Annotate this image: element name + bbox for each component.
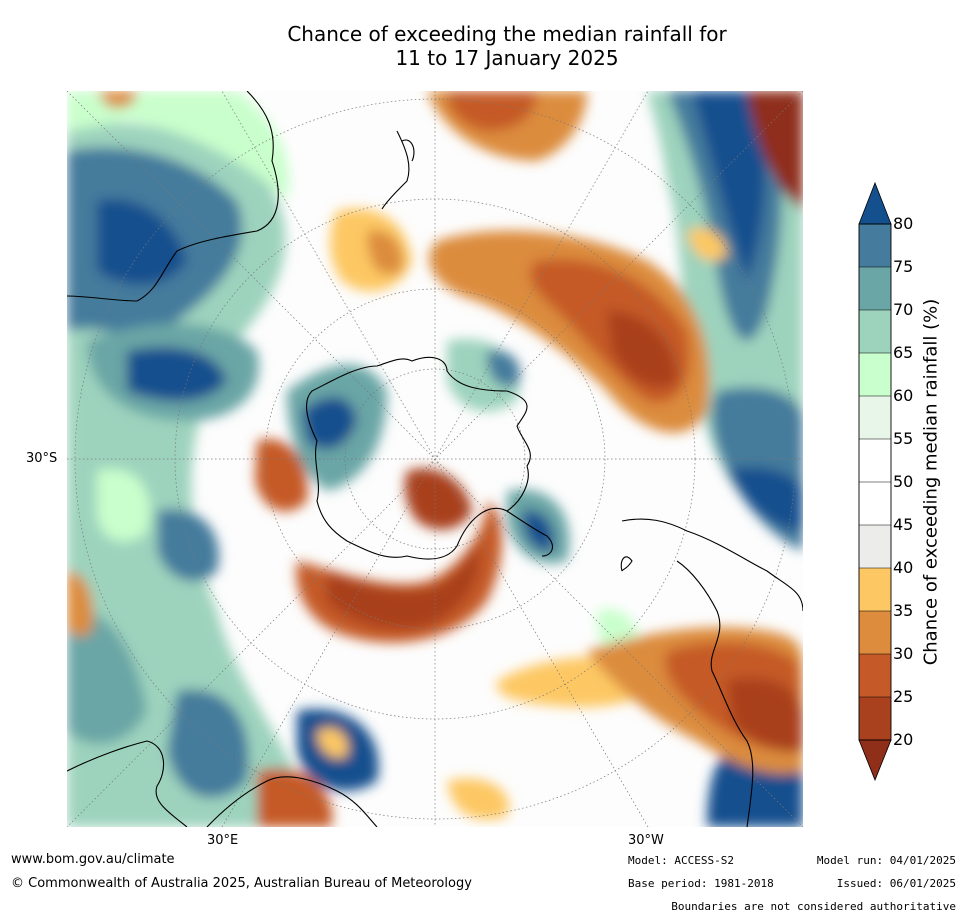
title-line-2: 11 to 17 January 2025 xyxy=(395,46,619,70)
colorbar-tick-20: 20 xyxy=(893,730,914,749)
longitude-label-30w: 30°W xyxy=(628,833,664,848)
footer-disclaimer: Boundaries are not considered authoritat… xyxy=(671,900,956,913)
colorbar-segment-35-40 xyxy=(858,567,892,612)
colorbar-tick-45: 45 xyxy=(893,515,914,534)
coastlines xyxy=(67,91,803,827)
colorbar-segment-50-55 xyxy=(858,438,892,483)
colorbar-segment-55-60 xyxy=(858,395,892,440)
colorbar-tick-30: 30 xyxy=(893,644,914,663)
colorbar-arrow-bottom xyxy=(858,739,892,782)
colorbar-segment-75-80 xyxy=(858,223,892,268)
colorbar-segment-45-50 xyxy=(858,481,892,526)
longitude-label-30e: 30°E xyxy=(207,833,239,848)
colorbar-tick-70: 70 xyxy=(893,300,914,319)
africa-coast xyxy=(67,740,378,827)
colorbar-tick-80: 80 xyxy=(893,214,914,233)
south-america-coast xyxy=(621,518,803,827)
colorbar-segment-60-65 xyxy=(858,352,892,397)
colorbar-tick-35: 35 xyxy=(893,601,914,620)
chart-title: Chance of exceeding the median rainfall … xyxy=(0,22,965,70)
footer-model: Model: ACCESS-S2 xyxy=(628,854,734,867)
colorbar-tick-55: 55 xyxy=(893,429,914,448)
colorbar-tick-25: 25 xyxy=(893,687,914,706)
colorbar-tick-75: 75 xyxy=(893,257,914,276)
title-line-1: Chance of exceeding the median rainfall … xyxy=(287,22,727,46)
colorbar-tick-60: 60 xyxy=(893,386,914,405)
colorbar-arrow-top xyxy=(858,181,892,225)
new-zealand-coast xyxy=(381,130,415,210)
map-canvas xyxy=(67,91,803,827)
antarctica-coast xyxy=(306,356,531,560)
footer-model-run: Model run: 04/01/2025 xyxy=(816,854,956,867)
colorbar-segment-30-35 xyxy=(858,610,892,655)
australia-coast xyxy=(67,91,279,302)
colorbar-segment-20-25 xyxy=(858,696,892,741)
colorbar-tick-50: 50 xyxy=(893,472,914,491)
colorbar-tick-65: 65 xyxy=(893,343,914,362)
colorbar-segment-40-45 xyxy=(858,524,892,569)
colorbar-segment-65-70 xyxy=(858,309,892,354)
colorbar-tick-40: 40 xyxy=(893,558,914,577)
colorbar-label: Chance of exceeding median rainfall (%) xyxy=(920,298,942,666)
footer-website[interactable]: www.bom.gov.au/climate xyxy=(11,852,175,867)
footer-base-period: Base period: 1981-2018 xyxy=(628,877,774,890)
graticule xyxy=(67,91,803,827)
rainfall-map[interactable] xyxy=(67,91,803,827)
footer-copyright: © Commonwealth of Australia 2025, Austra… xyxy=(11,876,472,891)
colorbar-segment-25-30 xyxy=(858,653,892,698)
latitude-label-30s: 30°S xyxy=(26,451,58,466)
footer-issued: Issued: 06/01/2025 xyxy=(836,877,956,890)
colorbar-segment-70-75 xyxy=(858,266,892,311)
colorbar xyxy=(858,181,892,782)
